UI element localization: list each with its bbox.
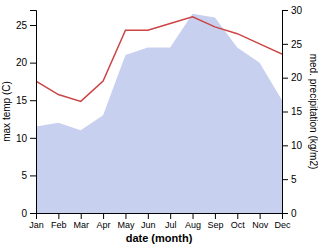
tick-mark [282, 213, 288, 214]
tick-label: Oct [231, 220, 246, 230]
tick: 15 [16, 95, 36, 106]
marks [36, 14, 282, 213]
tick-label: 25 [291, 39, 303, 50]
tick-label: Aug [185, 220, 201, 230]
axis-line [283, 11, 289, 214]
tick-mark [260, 213, 261, 219]
tick: 30 [282, 5, 303, 16]
tick-label: Feb [51, 220, 67, 230]
tick-label: 0 [291, 208, 297, 219]
tick: 15 [282, 106, 303, 117]
tick-mark [125, 213, 126, 219]
tick-label: Mar [73, 220, 89, 230]
tick-label: 5 [291, 174, 297, 185]
tick: 0 [282, 208, 297, 219]
tick-label: Jun [141, 220, 156, 230]
y-axis: 0 5 10 15 20 25 [16, 11, 37, 219]
tick-label: 15 [291, 106, 303, 117]
tick-mark [30, 175, 36, 176]
tick-mark [282, 112, 288, 113]
tick-label: Dec [274, 220, 291, 230]
tick: 10 [16, 133, 36, 144]
tick-mark [282, 44, 288, 45]
tick: 0 [21, 208, 36, 219]
tick-mark [30, 25, 36, 26]
tick: May [117, 213, 135, 230]
tick: 25 [282, 39, 303, 50]
tick-label: 0 [21, 208, 27, 219]
tick: 20 [16, 57, 36, 68]
tick: Mar [73, 213, 89, 230]
tick-label: Apr [97, 220, 111, 230]
tick: Jun [141, 213, 156, 230]
tick-mark [30, 138, 36, 139]
tick-mark [30, 63, 36, 64]
axis-line [30, 11, 37, 214]
tick: Aug [185, 213, 201, 230]
tick: Dec [274, 213, 291, 230]
tick-mark [81, 213, 82, 219]
y-axis-title: max temp (C) [1, 81, 12, 142]
tick: Apr [97, 213, 111, 230]
area [36, 14, 282, 213]
chart: JanFebMarAprMayJunJulAugSepOctNovDec0510… [0, 0, 318, 247]
tick: Sep [207, 213, 223, 230]
tick-label: 25 [16, 20, 28, 31]
tick-mark [58, 213, 59, 219]
tick: Oct [231, 213, 246, 230]
tick-mark [193, 213, 194, 219]
tick-mark [282, 179, 288, 180]
y2-axis-title: med. precipitation (kg/m2) [308, 54, 318, 170]
tick: 10 [282, 140, 303, 151]
tick-mark [30, 213, 36, 214]
tick-mark [282, 10, 288, 11]
tick-mark [237, 213, 238, 219]
tick: 5 [282, 174, 297, 185]
tick-mark [215, 213, 216, 219]
tick-label: Jul [165, 220, 177, 230]
axis-line [37, 214, 283, 220]
tick-mark [282, 78, 288, 79]
tick-label: Sep [207, 220, 223, 230]
tick: 5 [21, 170, 36, 181]
plot: JanFebMarAprMayJunJulAugSepOctNovDec0510… [16, 5, 303, 231]
tick-label: Nov [252, 220, 269, 230]
y2-axis: 0 5 10 15 20 25 30 [282, 5, 303, 219]
tick-label: 30 [291, 5, 303, 16]
tick-label: Jan [29, 220, 44, 230]
tick-label: 20 [291, 72, 303, 83]
tick: Jan [29, 213, 44, 230]
tick-mark [30, 100, 36, 101]
tick-label: May [117, 220, 135, 230]
tick-mark [170, 213, 171, 219]
x-axis-title: date (month) [126, 232, 193, 244]
tick: 20 [282, 72, 303, 83]
tick-label: 10 [291, 140, 303, 151]
line [36, 17, 282, 102]
tick: Feb [51, 213, 67, 230]
tick-label: 10 [16, 133, 28, 144]
x-axis: Jan Feb Mar Apr May Jun Jul Aug Sep Oct Nov Dec [29, 213, 291, 230]
tick-mark [148, 213, 149, 219]
tick: Jul [165, 213, 177, 230]
tick: 25 [16, 20, 36, 31]
tick-label: 5 [21, 170, 27, 181]
tick-mark [282, 145, 288, 146]
tick-label: 20 [16, 57, 28, 68]
tick: Nov [252, 213, 269, 230]
tick-label: 15 [16, 95, 28, 106]
tick-mark [103, 213, 104, 219]
